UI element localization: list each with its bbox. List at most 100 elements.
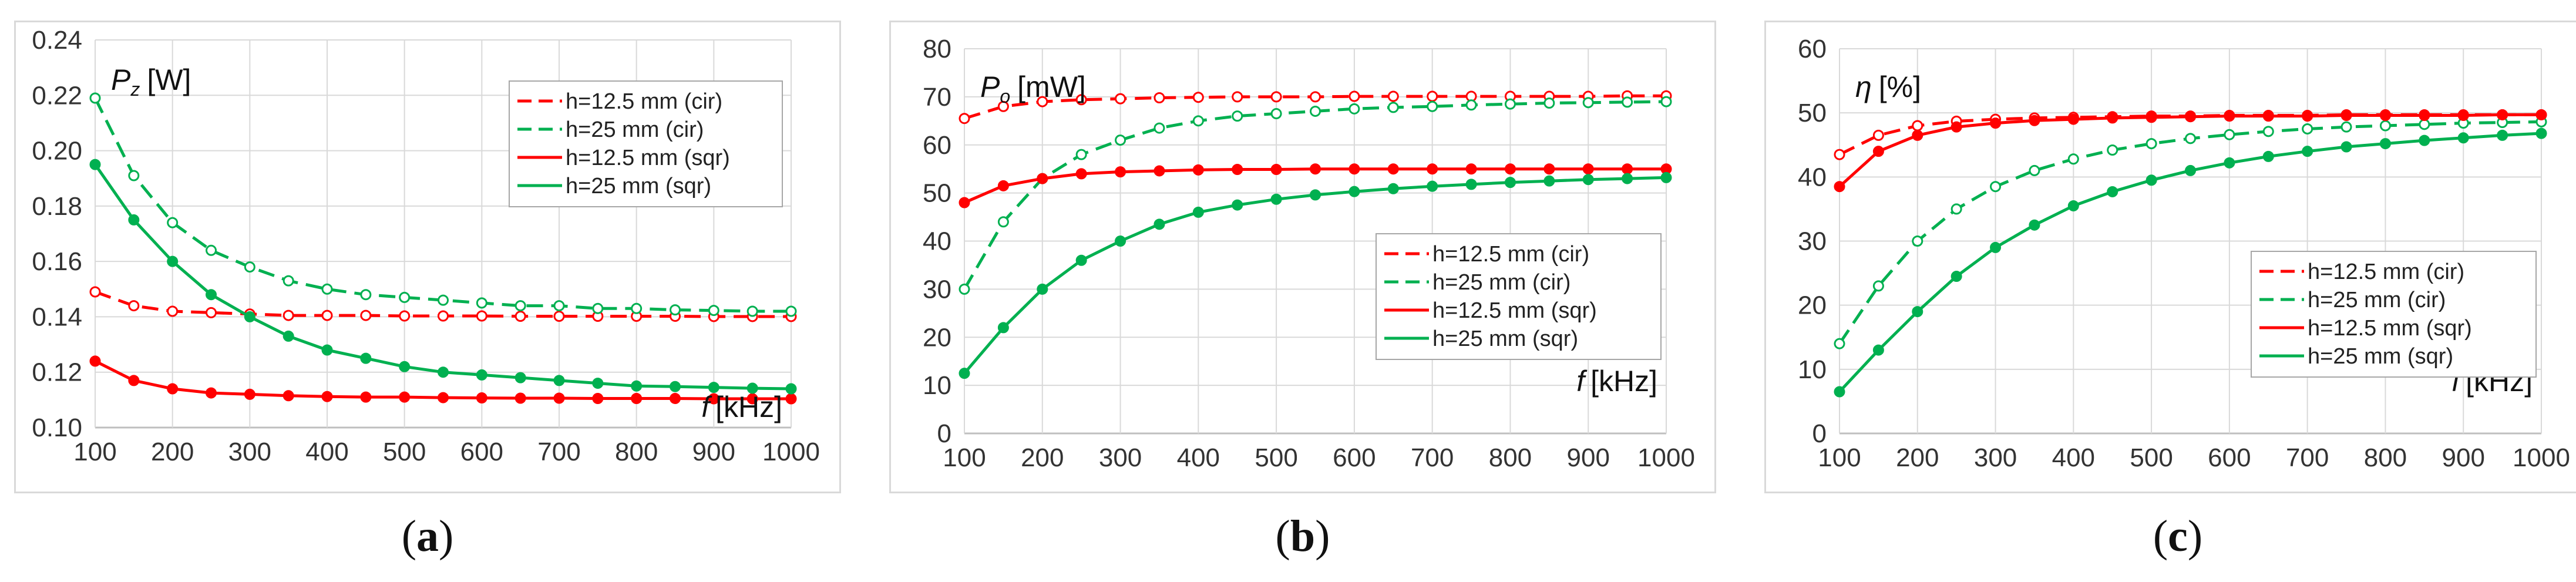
data-point xyxy=(1834,386,1845,398)
data-point xyxy=(2497,129,2508,141)
chart-b: 0 10 20 30 40 50 60 70 80 100 200 300 400 500 600 700 80… xyxy=(923,35,1695,472)
data-point xyxy=(1075,168,1087,180)
data-point xyxy=(553,300,565,312)
data-point xyxy=(1427,100,1438,112)
caption-b-letter: b xyxy=(1290,512,1316,561)
legend-entry: h=12.5 mm (sqr) xyxy=(2308,316,2472,341)
series-c-2 xyxy=(1834,109,2547,193)
data-point xyxy=(1582,174,1594,186)
data-point xyxy=(514,372,526,383)
gridlines-b xyxy=(964,48,1667,435)
data-point xyxy=(1310,91,1321,103)
data-point xyxy=(785,393,797,405)
legend-b: h=12.5 mm (cir) h=25 mm (cir) h=12.5 mm (s… xyxy=(1376,233,1662,360)
caption-b: (b) xyxy=(1275,512,1330,561)
data-point xyxy=(514,300,526,312)
legend-entry: h=25 mm (sqr) xyxy=(566,174,711,199)
data-point xyxy=(2029,164,2040,176)
data-point xyxy=(2067,153,2079,165)
y-tick-label: 80 xyxy=(923,35,951,63)
y-tick-label: 30 xyxy=(923,275,951,304)
data-point xyxy=(2497,109,2508,120)
data-point xyxy=(1192,206,1204,218)
y-tick-label: 0.12 xyxy=(32,358,82,387)
y-axis-unit: [mW] xyxy=(1017,70,1086,103)
y-axis-symbol: P xyxy=(980,70,1000,103)
data-point xyxy=(2457,132,2469,144)
x-tick-label: 800 xyxy=(1489,443,1532,472)
data-point xyxy=(2262,110,2274,122)
series-a-3 xyxy=(89,159,797,395)
data-point xyxy=(1154,122,1165,134)
chart-panel-b: 0 10 20 30 40 50 60 70 80 100 200 300 400 500 600 700 80… xyxy=(889,21,1716,493)
x-tick-label: 900 xyxy=(2442,443,2485,472)
data-point xyxy=(592,302,604,314)
data-point xyxy=(631,380,643,392)
data-point xyxy=(959,197,970,208)
x-tick-label: 1000 xyxy=(2513,443,2570,472)
data-point xyxy=(2302,110,2313,122)
x-tick-label: 800 xyxy=(615,438,658,466)
data-point xyxy=(321,283,333,295)
data-point xyxy=(1115,134,1126,146)
data-point xyxy=(2224,157,2235,169)
data-point xyxy=(2262,150,2274,162)
data-point xyxy=(1348,163,1360,175)
series-b-2 xyxy=(959,163,1672,208)
data-point xyxy=(1154,92,1165,104)
data-point xyxy=(1990,117,2002,129)
y-axis-label: Po [mW] xyxy=(980,70,1086,107)
x-tick-label: 300 xyxy=(228,438,271,466)
data-point xyxy=(1387,183,1399,194)
data-point xyxy=(244,311,255,322)
y-tick-label: 0 xyxy=(937,419,951,448)
data-point xyxy=(321,391,333,402)
data-point xyxy=(476,310,487,322)
data-point xyxy=(2145,112,2157,123)
y-tick-label: 10 xyxy=(923,371,951,400)
x-tick-label: 100 xyxy=(943,443,986,472)
x-tick-label: 200 xyxy=(1021,443,1064,472)
data-point xyxy=(1270,108,1282,120)
data-point xyxy=(553,392,565,404)
data-point xyxy=(1310,105,1321,117)
data-point xyxy=(2535,127,2547,139)
data-point xyxy=(1912,129,1923,141)
data-point xyxy=(244,261,255,273)
data-point xyxy=(1115,236,1126,247)
x-tick-label: 1000 xyxy=(1637,443,1695,472)
x-tick-label: 700 xyxy=(1411,443,1454,472)
data-point xyxy=(206,244,217,256)
data-point xyxy=(670,304,681,316)
data-point xyxy=(360,309,372,321)
data-point xyxy=(1270,91,1282,103)
data-point xyxy=(1232,110,1243,122)
x-tick-label: 600 xyxy=(2208,443,2251,472)
data-point xyxy=(167,305,179,317)
y-axis-unit: [%] xyxy=(1879,70,1921,103)
y-tick-label: 0.20 xyxy=(32,137,82,166)
data-point xyxy=(128,300,140,312)
data-point xyxy=(2029,115,2040,126)
data-point xyxy=(1951,271,1962,282)
data-point xyxy=(167,383,179,395)
data-point xyxy=(514,392,526,404)
data-point xyxy=(1192,92,1204,103)
data-point xyxy=(959,113,970,125)
data-point xyxy=(1465,163,1477,175)
y-tick-label: 0.18 xyxy=(32,192,82,221)
x-tick-label: 200 xyxy=(1896,443,1939,472)
series-a-1 xyxy=(89,92,797,317)
chart-a: 0.10 0.12 0.14 0.16 0.18 0.20 0.22 0.24 100 200 30… xyxy=(32,26,820,466)
data-point xyxy=(438,392,449,403)
data-point xyxy=(553,310,565,322)
data-point xyxy=(360,352,372,364)
y-tick-label: 50 xyxy=(923,179,951,208)
data-point xyxy=(1660,96,1672,107)
data-point xyxy=(2107,112,2118,124)
y-tick-label: 30 xyxy=(1798,227,1827,256)
y-tick-label: 40 xyxy=(923,227,951,256)
legend-entry: h=25 mm (sqr) xyxy=(2308,344,2453,369)
data-point xyxy=(283,330,294,342)
data-point xyxy=(1387,102,1399,113)
